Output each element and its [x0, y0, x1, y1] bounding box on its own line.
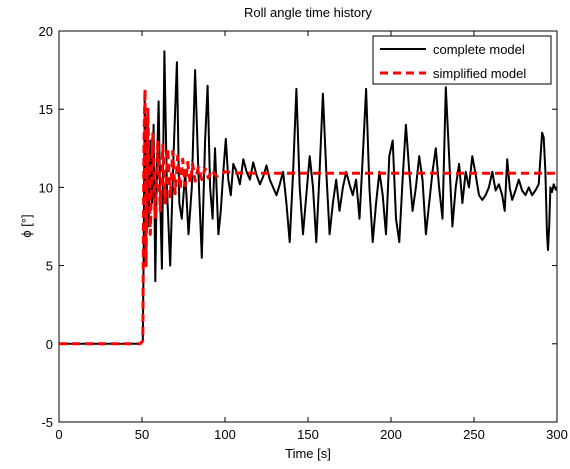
legend: complete model simplified model: [372, 35, 552, 85]
x-tick-label: 50: [135, 427, 149, 442]
y-tick-label: -5: [41, 415, 53, 430]
x-tick-label: 150: [297, 427, 319, 442]
y-ticks: -5 0 5 10 15 20: [39, 24, 557, 430]
x-tick-label: 200: [380, 427, 402, 442]
x-tick-label: 100: [214, 427, 236, 442]
y-tick-label: 5: [46, 259, 53, 274]
series-group: [59, 50, 558, 346]
series-line-simplified-model: [59, 87, 557, 346]
x-tick-label: 250: [463, 427, 485, 442]
y-tick-label: 20: [39, 24, 53, 39]
series-line-complete-model: [59, 50, 558, 345]
legend-label-simplified-model: simplified model: [433, 66, 526, 81]
y-tick-label: 0: [46, 337, 53, 352]
chart-title: Roll angle time history: [244, 5, 372, 20]
legend-label-complete-model: complete model: [433, 42, 525, 57]
x-axis-label: Time [s]: [285, 446, 331, 461]
legend-box: [372, 35, 552, 85]
x-ticks: 0 50 100 150 200 250 300: [55, 31, 568, 442]
y-tick-label: 10: [39, 180, 53, 195]
plot-area: [58, 30, 558, 423]
x-tick-label: 300: [546, 427, 568, 442]
y-axis-label: ϕ [°]: [19, 214, 34, 237]
y-tick-label: 15: [39, 102, 53, 117]
x-tick-label: 0: [55, 427, 62, 442]
